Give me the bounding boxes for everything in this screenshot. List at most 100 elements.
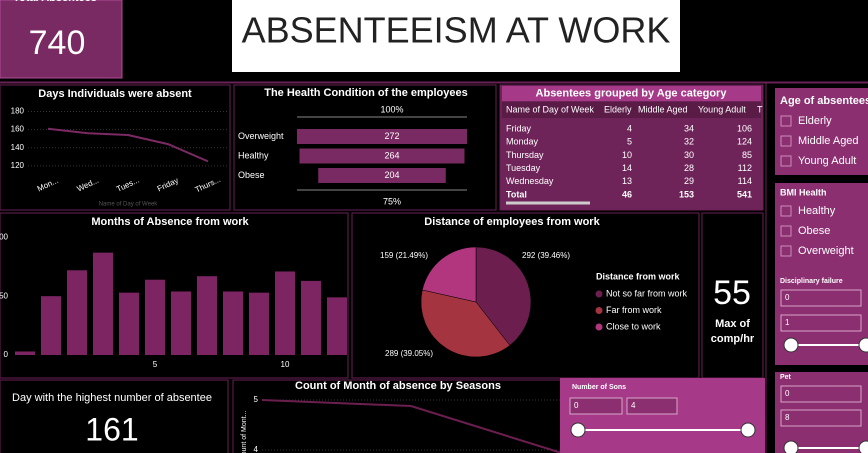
title-box [232, 0, 680, 72]
table-cell: 29 [684, 176, 694, 186]
kpi-label: Day with the highest number of absentee [12, 392, 212, 404]
y-tick-label: 5 [254, 395, 259, 404]
y-tick-label: 120 [11, 161, 25, 170]
kpi-card [0, 379, 229, 453]
chart-title: Months of Absence from work [91, 216, 249, 228]
legend-marker[interactable] [595, 290, 603, 298]
slicer-title: Disciplinary failure [780, 278, 843, 285]
legend-label[interactable]: Not so far from work [606, 288, 688, 298]
y-tick-label: 50 [0, 291, 9, 300]
table-cell: Wednesday [506, 176, 554, 186]
range-value[interactable]: 1 [785, 318, 790, 327]
checkbox[interactable] [780, 205, 792, 217]
column-header: Elderly [604, 104, 632, 114]
table-total: Total [506, 189, 527, 199]
funnel-bar [297, 129, 467, 144]
pie-slice[interactable] [475, 246, 532, 346]
table-cell: 14 [622, 163, 632, 173]
table-cell: 85 [742, 150, 752, 160]
table-cell: 114 [738, 176, 752, 186]
checkbox[interactable] [780, 225, 792, 237]
checkbox[interactable] [780, 135, 792, 147]
kpi-value: 55 [713, 274, 751, 312]
range-input[interactable] [780, 409, 862, 427]
page-title: ABSENTEEISM AT WORK [242, 10, 671, 51]
legend-marker[interactable] [595, 307, 603, 314]
bar [197, 276, 217, 355]
slider-handle[interactable] [783, 337, 799, 353]
legend-label[interactable]: Far from work [606, 305, 662, 315]
slider-handle[interactable] [740, 422, 756, 438]
slicer-title: Number of Sons [572, 384, 626, 391]
slicer-option[interactable]: Healthy [798, 205, 836, 217]
slider-handle[interactable] [783, 440, 799, 453]
bar [301, 280, 321, 355]
range-value[interactable]: 0 [785, 293, 790, 302]
chart-title: The Health Condition of the employees [264, 87, 468, 99]
y-axis-title: Count of Mont... [241, 411, 248, 453]
y-tick-label: 4 [254, 445, 259, 453]
bar [171, 291, 191, 355]
slicer-title: Pet [780, 374, 792, 381]
pie-slice[interactable] [420, 289, 511, 358]
line [261, 399, 561, 453]
table-cell: 5 [627, 137, 632, 147]
x-tick-label: 5 [153, 360, 158, 369]
y-tick-label: 0 [4, 350, 9, 359]
table-total: 153 [679, 189, 694, 199]
bar [145, 279, 165, 355]
bar [223, 291, 243, 355]
slider-handle[interactable] [858, 440, 868, 453]
data-label: 264 [384, 150, 399, 160]
category-label: Obese [238, 170, 265, 180]
chart-title: Days Individuals were absent [38, 88, 192, 100]
x-tick-label: 10 [281, 360, 290, 369]
table-cell: 28 [684, 163, 694, 173]
slicer-option[interactable]: Middle Aged [798, 135, 859, 147]
range-value[interactable]: 0 [574, 401, 579, 410]
range-input[interactable] [780, 314, 862, 332]
y-tick-label: 140 [11, 143, 25, 152]
bar [275, 271, 295, 355]
slicer-option[interactable]: Young Adult [798, 155, 856, 167]
checkbox[interactable] [780, 115, 792, 127]
range-input[interactable] [780, 289, 862, 307]
checkbox[interactable] [780, 245, 792, 257]
checkbox[interactable] [780, 155, 792, 167]
range-input[interactable] [780, 385, 862, 403]
pie-slice[interactable] [422, 246, 477, 303]
slicer-option[interactable]: Obese [798, 225, 830, 237]
funnel-bar [318, 168, 446, 183]
table-cell: 10 [622, 150, 632, 160]
slicer-option[interactable]: Overweight [798, 245, 854, 257]
table-header [502, 102, 761, 118]
slider-handle[interactable] [858, 337, 868, 353]
chart-title: Count of Month of absence by Seasons [295, 380, 501, 392]
y-tick-label: 160 [11, 125, 25, 134]
slider-handle[interactable] [570, 422, 586, 438]
table-total: 46 [622, 189, 632, 199]
legend-label[interactable]: Close to work [606, 321, 661, 331]
category-label: Overweight [238, 131, 284, 141]
data-label: 272 [384, 131, 399, 141]
table-cell: 32 [684, 137, 694, 147]
range-input[interactable] [569, 397, 623, 415]
table-cell: Friday [506, 123, 532, 133]
bar [327, 297, 347, 355]
kpi-label: Total Absentees [13, 0, 97, 4]
range-value[interactable]: 8 [785, 413, 790, 422]
range-value[interactable]: 0 [785, 389, 790, 398]
slicer-option[interactable]: Elderly [798, 115, 832, 127]
chart-title: Distance of employees from work [424, 216, 600, 228]
data-label: 159 (21.49%) [380, 251, 428, 260]
table-cell: 124 [737, 137, 752, 147]
table-cell: 34 [684, 123, 694, 133]
table-cell: 106 [737, 123, 752, 133]
column-header: T [757, 104, 763, 114]
range-value[interactable]: 4 [631, 401, 636, 410]
kpi-value: 161 [85, 411, 138, 447]
legend-marker[interactable] [595, 323, 603, 331]
range-input[interactable] [626, 397, 678, 415]
bar [67, 270, 87, 355]
